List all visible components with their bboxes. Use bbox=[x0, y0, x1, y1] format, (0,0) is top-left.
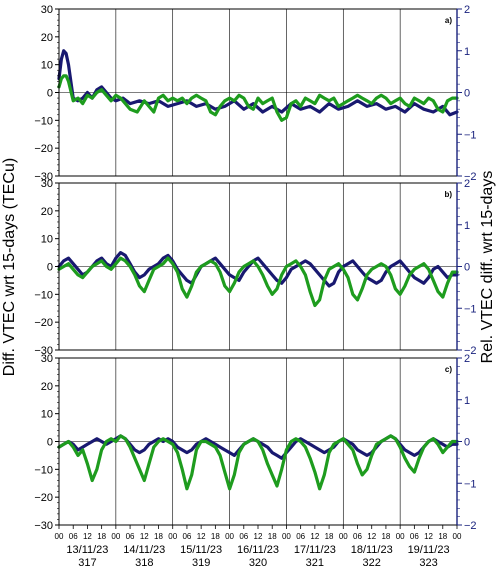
y-tick-label-left: 20 bbox=[41, 381, 53, 393]
x-tick-label: 18 bbox=[381, 532, 390, 541]
y-tick-label-left: −20 bbox=[34, 317, 53, 329]
y-tick-label-right: 1 bbox=[464, 46, 470, 58]
series-line-2 bbox=[57, 74, 459, 122]
panel-label: a) bbox=[445, 16, 452, 25]
x-tick-label: 00 bbox=[396, 532, 405, 541]
y-tick-label-right: −2 bbox=[464, 520, 477, 532]
y-tick-label-left: 10 bbox=[41, 234, 53, 246]
doy-label: 319 bbox=[192, 557, 210, 568]
y-tick-label-right: −2 bbox=[464, 345, 477, 357]
x-tick-label: 06 bbox=[182, 532, 191, 541]
y-tick-label-right: −1 bbox=[464, 303, 477, 315]
y-tick-label-left: 0 bbox=[47, 262, 53, 274]
y-tick-label-left: 0 bbox=[47, 88, 53, 100]
date-label: 13/11/23 bbox=[66, 544, 108, 556]
x-tick-label: 12 bbox=[83, 532, 92, 541]
x-tick-label: 00 bbox=[168, 532, 177, 541]
x-tick-label: 12 bbox=[424, 532, 433, 541]
x-tick-label: 00 bbox=[453, 532, 462, 541]
y-tick-label-right: −1 bbox=[464, 129, 477, 141]
y-tick-label-left: 30 bbox=[41, 4, 53, 16]
x-tick-label: 06 bbox=[410, 532, 419, 541]
y-tick-label-right: 0 bbox=[464, 88, 470, 100]
date-label: 16/11/23 bbox=[237, 544, 279, 556]
y-tick-label-left: 10 bbox=[41, 409, 53, 421]
date-label: 17/11/23 bbox=[294, 544, 336, 556]
x-tick-label: 12 bbox=[367, 532, 376, 541]
x-tick-label: 06 bbox=[126, 532, 135, 541]
doy-label: 317 bbox=[78, 557, 96, 568]
x-tick-label: 18 bbox=[438, 532, 447, 541]
x-tick-label: 00 bbox=[339, 532, 348, 541]
series-line-1 bbox=[57, 251, 459, 288]
x-tick-label: 06 bbox=[296, 532, 305, 541]
y-tick-label-right: 1 bbox=[464, 220, 470, 232]
x-tick-label: 18 bbox=[154, 532, 163, 541]
series-line-2 bbox=[57, 256, 459, 308]
doy-label: 320 bbox=[249, 557, 267, 568]
x-tick-label: 18 bbox=[211, 532, 220, 541]
y-tick-label-right: 2 bbox=[464, 4, 470, 16]
y-tick-label-left: 20 bbox=[41, 206, 53, 218]
x-tick-label: 12 bbox=[140, 532, 149, 541]
date-label: 15/11/23 bbox=[180, 544, 222, 556]
y-tick-label-left: −10 bbox=[34, 464, 53, 476]
x-tick-label: 00 bbox=[225, 532, 234, 541]
y-tick-label-left: 30 bbox=[41, 353, 53, 365]
y-tick-label-left: −20 bbox=[34, 492, 53, 504]
doy-label: 323 bbox=[419, 557, 437, 568]
date-label: 14/11/23 bbox=[123, 544, 165, 556]
x-tick-label: 12 bbox=[310, 532, 319, 541]
y-tick-label-right: 1 bbox=[464, 395, 470, 407]
x-tick-label: 18 bbox=[325, 532, 334, 541]
x-tick-label: 18 bbox=[268, 532, 277, 541]
y-tick-label-right: −2 bbox=[464, 171, 477, 183]
y-axis-label-left: Diff. VTEC wrt 15-days (TECu) bbox=[1, 158, 18, 376]
x-tick-label: 06 bbox=[353, 532, 362, 541]
y-tick-label-left: 30 bbox=[41, 178, 53, 190]
y-tick-label-left: −10 bbox=[34, 115, 53, 127]
x-tick-label: 06 bbox=[239, 532, 248, 541]
series-line-2 bbox=[57, 434, 459, 491]
x-tick-label: 00 bbox=[111, 532, 120, 541]
x-tick-label: 12 bbox=[254, 532, 263, 541]
doy-label: 321 bbox=[306, 557, 324, 568]
y-tick-label-right: 2 bbox=[464, 353, 470, 365]
y-axis-label-right: Rel. VTEC diff. wrt 15-days bbox=[479, 171, 496, 364]
y-tick-label-right: 0 bbox=[464, 262, 470, 274]
doy-label: 318 bbox=[135, 557, 153, 568]
doy-label: 322 bbox=[363, 557, 381, 568]
y-tick-label-right: −1 bbox=[464, 478, 477, 490]
date-label: 18/11/23 bbox=[351, 544, 393, 556]
y-tick-label-left: −20 bbox=[34, 143, 53, 155]
y-tick-label-left: 20 bbox=[41, 32, 53, 44]
y-tick-label-left: −10 bbox=[34, 289, 53, 301]
y-tick-label-left: −30 bbox=[34, 520, 53, 532]
panels-group: 3020100−10−20−30210−1−2a)3020100−10−20−3… bbox=[34, 4, 476, 532]
y-tick-label-left: 10 bbox=[41, 60, 53, 72]
x-axis: 00 06 12 18 00 06 12 18 00 06 12 18 00 06 12 18 00 06 12 18… bbox=[55, 525, 462, 568]
x-tick-label: 12 bbox=[197, 532, 206, 541]
x-tick-label: 06 bbox=[69, 532, 78, 541]
y-tick-label-right: 0 bbox=[464, 437, 470, 449]
panel-label: c) bbox=[445, 365, 452, 374]
y-tick-label-left: 0 bbox=[47, 437, 53, 449]
date-label: 19/11/23 bbox=[408, 544, 450, 556]
panel-label: b) bbox=[444, 190, 452, 199]
x-tick-label: 00 bbox=[282, 532, 291, 541]
series-line-1 bbox=[57, 49, 459, 117]
x-tick-label: 18 bbox=[97, 532, 106, 541]
y-tick-label-right: 2 bbox=[464, 178, 470, 190]
y-tick-label-left: −30 bbox=[34, 345, 53, 357]
x-tick-label: 00 bbox=[55, 532, 64, 541]
y-tick-label-left: −30 bbox=[34, 171, 53, 183]
